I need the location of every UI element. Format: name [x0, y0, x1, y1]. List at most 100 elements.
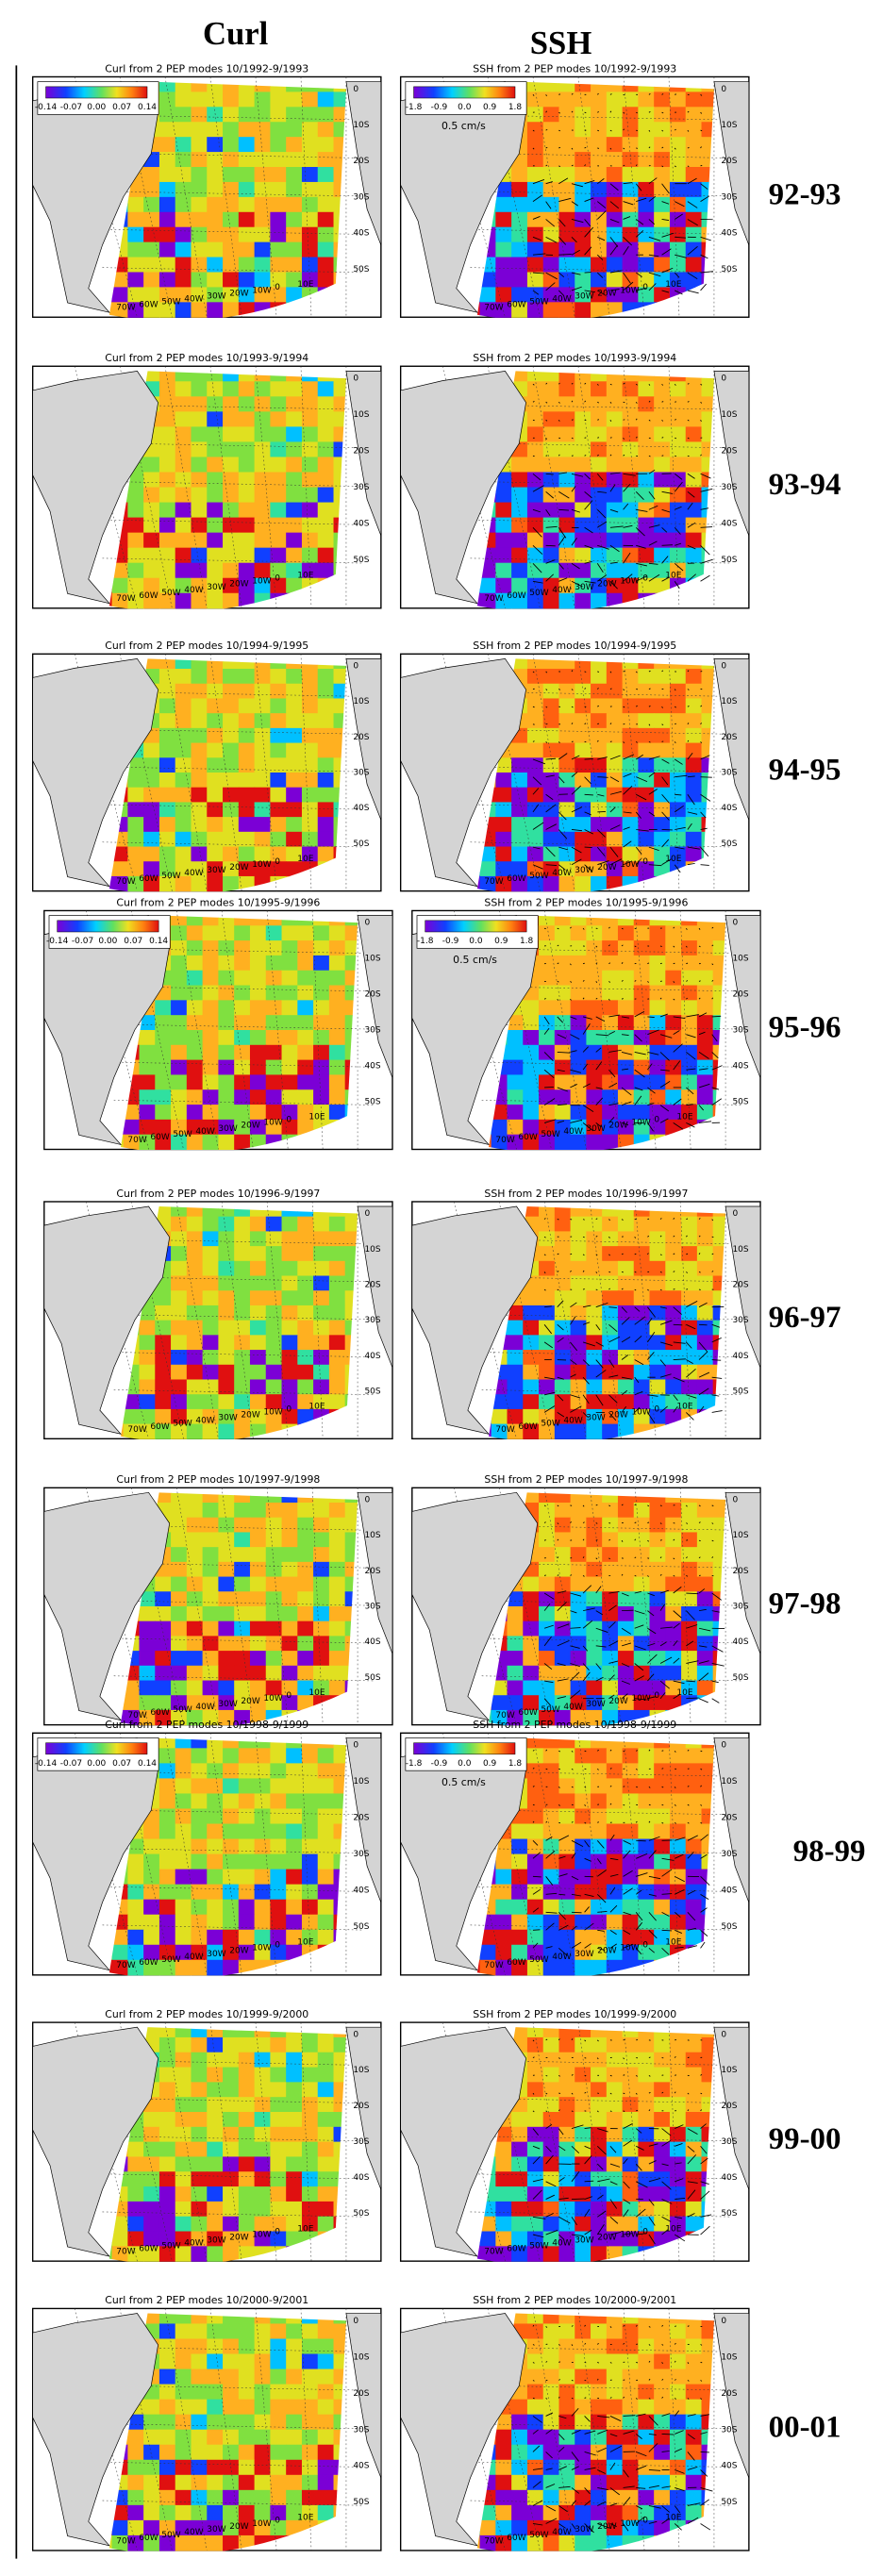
panel-title: Curl from 2 PEP modes 10/1992-9/1993	[105, 62, 308, 75]
field-cell	[591, 426, 607, 442]
field-cell	[511, 182, 527, 197]
lat-label: 0	[353, 85, 358, 94]
field-cell	[602, 1015, 618, 1030]
field-cell	[527, 533, 543, 549]
field-cell	[297, 1621, 313, 1637]
field-cell	[634, 1217, 650, 1232]
field-cell	[270, 669, 286, 684]
lon-label: 30W	[586, 1414, 605, 1423]
field-cell	[638, 669, 654, 684]
field-cell	[239, 227, 255, 242]
field-cell	[159, 802, 175, 817]
field-cell	[543, 788, 559, 803]
field-cell	[223, 773, 239, 788]
field-cell	[318, 669, 334, 684]
field-cell	[302, 167, 318, 182]
field-cell	[555, 986, 571, 1001]
field-cell	[223, 302, 239, 317]
field-cell	[591, 107, 607, 122]
field-cell	[282, 971, 298, 986]
field-cell	[602, 1246, 618, 1261]
field-cell	[313, 1547, 329, 1562]
field-cell	[623, 381, 639, 397]
lat-label: 10S	[353, 697, 369, 706]
field-cell	[175, 152, 192, 167]
field-cell	[175, 167, 192, 182]
field-cell	[171, 1606, 187, 1621]
field-cell	[618, 1074, 634, 1089]
field-cell	[670, 91, 686, 107]
field-cell	[187, 1503, 203, 1518]
field-cell	[329, 1321, 345, 1336]
field-cell	[270, 503, 286, 519]
field-cell	[511, 212, 527, 227]
field-cell	[207, 258, 223, 273]
field-cell	[511, 272, 527, 287]
field-cell	[686, 152, 702, 167]
field-cell	[266, 940, 282, 956]
field-cell	[575, 847, 591, 862]
field-cell	[175, 518, 192, 534]
field-cell	[175, 182, 192, 197]
field-cell	[270, 242, 286, 258]
field-cell	[670, 743, 686, 758]
field-cell	[218, 1518, 234, 1533]
field-cell	[558, 788, 575, 803]
field-cell	[670, 669, 686, 684]
field-cell	[302, 411, 318, 427]
field-cell	[250, 1577, 266, 1592]
field-cell	[523, 1335, 539, 1350]
field-cell	[175, 107, 192, 122]
field-cell	[618, 1060, 634, 1075]
field-cell	[329, 1350, 345, 1365]
field-cell	[223, 426, 239, 442]
field-cell	[575, 302, 591, 317]
lon-label: 60W	[518, 1133, 537, 1142]
field-cell	[234, 1105, 250, 1120]
field-cell	[171, 1105, 187, 1120]
field-cell	[329, 1547, 345, 1562]
field-cell	[207, 411, 223, 427]
lat-label: 30S	[364, 1026, 380, 1036]
lon-label: 50W	[173, 1130, 192, 1139]
field-cell	[143, 743, 159, 758]
field-cell	[255, 802, 271, 817]
field-cell	[527, 167, 543, 182]
lon-label: 60W	[518, 1422, 537, 1432]
field-cell	[654, 548, 670, 564]
field-cell	[191, 167, 207, 182]
field-cell	[270, 698, 286, 713]
lon-label: 20W	[597, 580, 616, 590]
field-cell	[602, 1135, 618, 1150]
lat-label: 40S	[353, 229, 369, 239]
field-cell	[266, 1217, 282, 1232]
lat-label: 0	[732, 1209, 738, 1219]
field-cell	[571, 1231, 587, 1246]
field-cell	[255, 788, 271, 803]
lat-label: 10S	[721, 697, 737, 706]
field-cell	[634, 986, 650, 1001]
field-cell	[591, 91, 607, 107]
field-cell	[286, 197, 302, 212]
vector	[544, 928, 546, 929]
field-cell	[591, 713, 607, 728]
field-cell	[234, 1503, 250, 1518]
field-cell	[234, 1015, 250, 1030]
field-cell	[571, 1074, 587, 1089]
lon-label: 50W	[161, 589, 180, 598]
field-cell	[187, 1394, 203, 1409]
field-cell	[686, 684, 702, 699]
field-cell	[654, 441, 670, 457]
field-cell	[155, 1305, 171, 1321]
field-cell	[329, 1606, 345, 1621]
field-cell	[575, 472, 591, 488]
field-cell	[555, 1246, 571, 1261]
lat-label: 40S	[721, 520, 737, 529]
field-cell	[218, 971, 234, 986]
field-cell	[175, 817, 192, 832]
field-cell	[638, 743, 654, 758]
field-cell	[591, 242, 607, 258]
field-cell	[191, 411, 207, 427]
field-cell	[539, 940, 555, 956]
field-cell	[681, 1231, 697, 1246]
